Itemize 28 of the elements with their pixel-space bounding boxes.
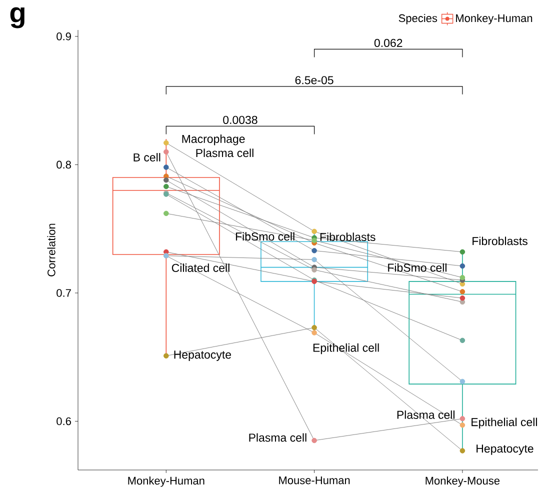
annotation: Hepatocyte [476, 444, 534, 455]
annotation: FibSmo cell [388, 263, 446, 272]
x-tick-label: Mouse-Human [279, 476, 350, 484]
x-tick-label: Monkey-Mouse [426, 476, 500, 487]
annotation: Ciliated cell [172, 264, 230, 272]
annotation: Fibroblasts [320, 232, 376, 241]
annotation: Epithelial cell [472, 418, 537, 428]
annotation: Macrophage [182, 134, 245, 146]
annotation: Hepatocyte [174, 350, 232, 361]
annotation: 0.062 [374, 38, 402, 47]
y-tick-label: 0.6 [56, 417, 71, 426]
annotation: Plasma cell [397, 410, 454, 419]
annotation: Plasma cell [249, 433, 306, 442]
annotation: Fibroblasts [472, 236, 528, 246]
y-axis-title: Correlation [47, 224, 56, 276]
annotation: Plasma cell [196, 148, 254, 158]
annotation: 0.0038 [223, 116, 258, 124]
chart-title: g [10, 7, 24, 28]
y-tick-label: 0.9 [56, 32, 71, 40]
annotation: FibSmo cell [236, 232, 294, 241]
x-tick-label: Monkey-Human [128, 476, 204, 487]
legend-label: Monkey-Human [456, 14, 532, 24]
annotation: Epithelial cell [313, 343, 379, 354]
y-tick-label: 0.7 [56, 289, 71, 297]
y-tick-label: 0.8 [56, 160, 71, 169]
legend-title: Species [398, 14, 438, 24]
annotation: B cell [134, 152, 160, 162]
annotation: 6.5e-05 [295, 76, 334, 84]
